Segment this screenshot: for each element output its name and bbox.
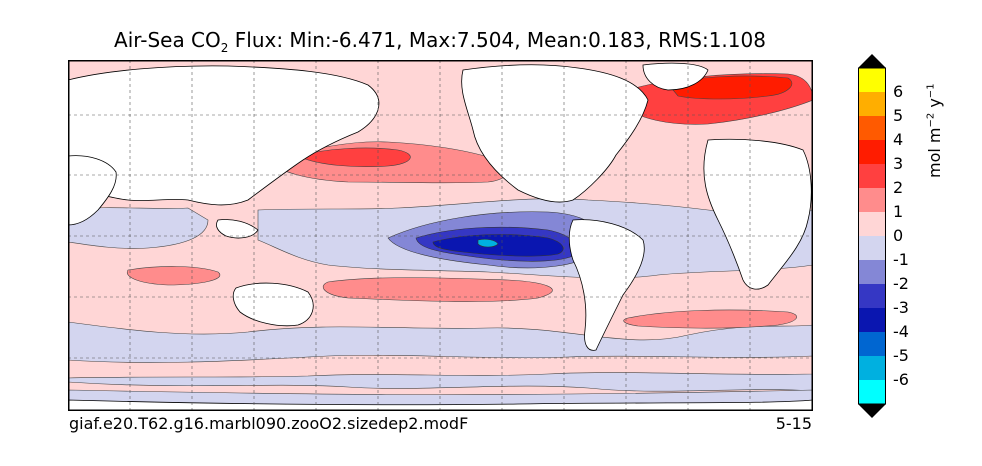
maritime-continent <box>216 219 259 239</box>
south-atlantic-sink <box>623 309 798 329</box>
africa <box>703 138 812 290</box>
title-subscript: 2 <box>220 41 229 55</box>
colorbar-tick-label: 2 <box>893 178 904 197</box>
colorbar-segment <box>858 380 886 405</box>
colorbar-segment <box>858 284 886 309</box>
averaging-period: 5-15 <box>775 414 812 433</box>
case-name: giaf.e20.T62.g16.marbl090.zooO2.sizedep2… <box>69 414 469 433</box>
south-pacific-sink <box>323 277 553 302</box>
colorbar-segment <box>858 164 886 189</box>
colorbar-tick-label: 3 <box>893 154 904 173</box>
colorbar-tick-label: 1 <box>893 202 904 221</box>
colorbar-unit-label: mol m−2 y−1 <box>925 83 944 178</box>
map-frame <box>68 60 813 411</box>
colorbar-segment <box>858 188 886 213</box>
eurasia <box>68 65 380 206</box>
colorbar-segment <box>858 68 886 93</box>
africa-west <box>68 155 117 226</box>
colorbar-tick-label: -5 <box>893 346 909 365</box>
australia <box>232 282 314 327</box>
eq-pacific-outgassing-3 <box>432 234 564 257</box>
colorbar-frame <box>858 67 886 405</box>
unit-mid: y <box>925 98 944 113</box>
colorbar-tick-label: -4 <box>893 322 909 341</box>
colorbar-tick-label: -1 <box>893 250 909 269</box>
land-masses <box>68 62 813 411</box>
title-prefix: Air-Sea CO <box>114 28 221 52</box>
colorbar-segment <box>858 308 886 333</box>
colorbar <box>858 54 886 418</box>
graticule <box>68 60 813 411</box>
colorbar-tick-label: 0 <box>893 226 904 245</box>
colorbar-under-extend <box>858 404 886 418</box>
colorbar-segment <box>858 332 886 357</box>
unit-exp-2: −1 <box>925 83 937 99</box>
south-indian-sink <box>126 266 221 286</box>
unit-exp-1: −2 <box>925 112 937 128</box>
colorbar-segment <box>858 260 886 285</box>
colorbar-segment <box>858 140 886 165</box>
colorbar-tick-label: 5 <box>893 106 904 125</box>
flux-map <box>68 60 813 411</box>
eq-pacific-outgassing-4 <box>477 238 499 248</box>
south-america <box>568 219 645 351</box>
colorbar-tick-label: -6 <box>893 370 909 389</box>
colorbar-segment <box>858 212 886 237</box>
plot-title: Air-Sea CO2 Flux: Min:-6.471, Max:7.504,… <box>0 28 880 55</box>
colorbar-segment <box>858 236 886 261</box>
colorbar-tick-label: 4 <box>893 130 904 149</box>
colorbar-over-extend <box>858 54 886 68</box>
colorbar-tick-labels: 6 5 4 3 2 1 0 -1 -2 -3 -4 -5 -6 <box>893 54 933 418</box>
colorbar-tick-label: -2 <box>893 274 909 293</box>
greenland <box>642 62 709 91</box>
colorbar-segment <box>858 92 886 117</box>
unit-main: mol m <box>925 127 944 179</box>
north-america <box>461 64 649 203</box>
north-atlantic-strong <box>667 75 793 100</box>
colorbar-segment <box>858 356 886 381</box>
colorbar-segment <box>858 116 886 141</box>
north-pacific-strong <box>297 147 411 167</box>
colorbar-tick-label: 6 <box>893 82 904 101</box>
title-stats: Flux: Min:-6.471, Max:7.504, Mean:0.183,… <box>234 28 766 52</box>
indian-ocean-blue <box>68 207 209 249</box>
colorbar-tick-label: -3 <box>893 298 909 317</box>
